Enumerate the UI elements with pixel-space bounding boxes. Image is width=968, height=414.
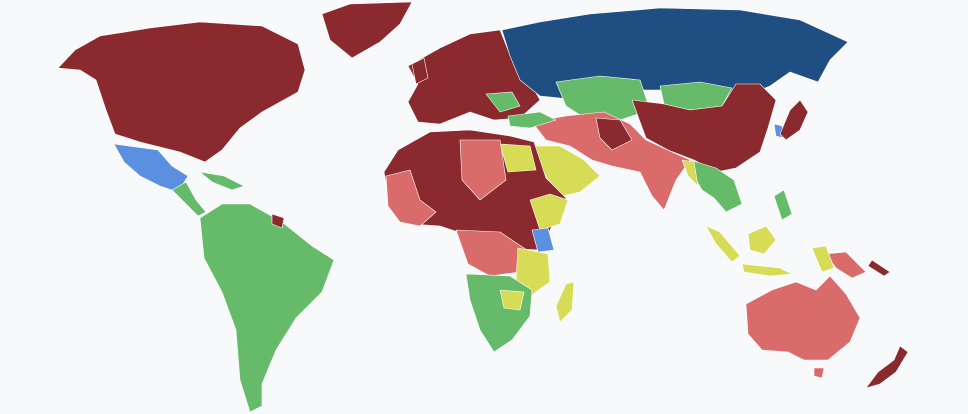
- iran: [595, 117, 633, 151]
- zambia: [499, 289, 525, 311]
- guiana: [271, 213, 285, 229]
- tasmania: [813, 367, 825, 379]
- australia: [745, 275, 861, 361]
- new-zealand: [865, 345, 909, 389]
- south-america: [199, 203, 335, 413]
- middle-east-south-asia: [531, 111, 691, 211]
- sahel: [459, 139, 507, 201]
- eastern-europe: [485, 91, 521, 113]
- pacific-islands: [867, 259, 891, 277]
- sumatra: [705, 225, 741, 263]
- uk: [411, 57, 429, 85]
- philippines: [773, 189, 793, 221]
- west-africa: [385, 169, 437, 227]
- greenland: [321, 1, 413, 59]
- turkey: [507, 111, 557, 129]
- sulawesi: [811, 245, 835, 273]
- myanmar: [681, 159, 699, 187]
- japan: [779, 99, 809, 141]
- north-america: [57, 21, 306, 163]
- new-guinea: [825, 251, 867, 279]
- borneo: [747, 225, 777, 255]
- madagascar: [555, 281, 575, 323]
- east-africa: [515, 247, 551, 297]
- egypt-libya: [499, 143, 537, 173]
- caribbean: [199, 171, 245, 191]
- central-asia: [555, 75, 651, 121]
- java: [741, 263, 793, 277]
- russia: [501, 7, 849, 101]
- kenya: [531, 227, 555, 253]
- central-america: [171, 181, 207, 217]
- horn-of-africa: [529, 193, 569, 231]
